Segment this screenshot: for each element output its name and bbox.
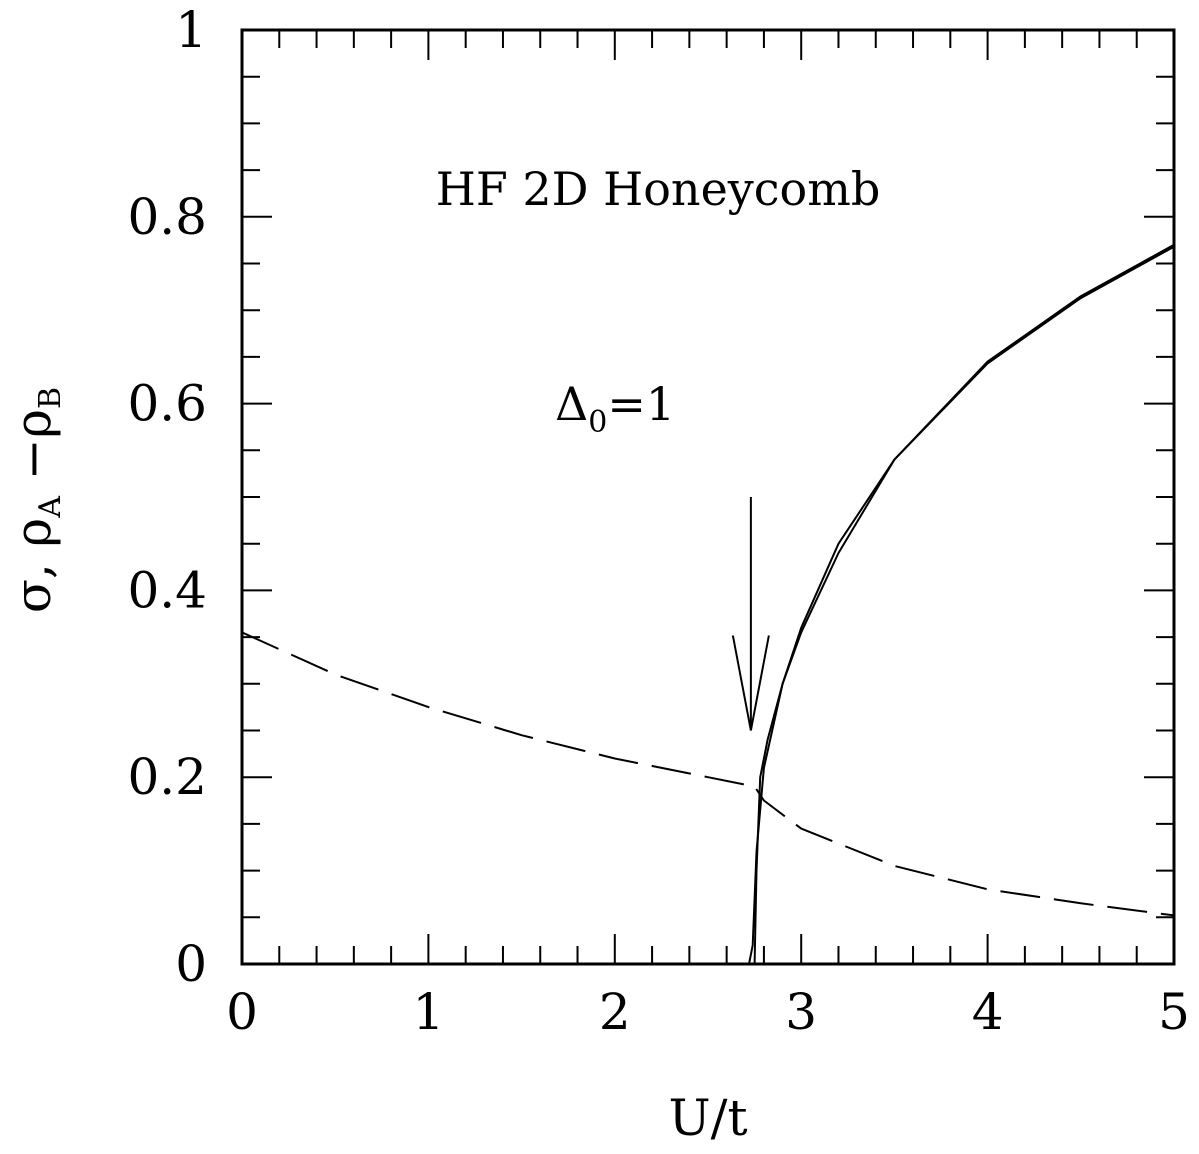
y-axis-title-sub-b: B (33, 387, 68, 409)
y-tick-label: 0.6 (127, 375, 207, 433)
y-tick-labels: 0 0.2 0.4 0.6 0.8 1 (127, 1, 207, 993)
x-tick-label: 5 (1158, 983, 1190, 1041)
x-tick-label: 2 (599, 983, 631, 1041)
y-axis-title: σ, ρA −ρB (4, 387, 68, 613)
y-tick-label: 0.4 (127, 561, 207, 619)
y-tick-label: 1 (175, 1, 207, 59)
x-tick-label: 3 (785, 983, 817, 1041)
param-sub: 0 (588, 405, 607, 440)
x-tick-label: 0 (226, 983, 258, 1041)
arrow-marker (731, 497, 770, 731)
series-group (241, 243, 1175, 965)
x-axis-title: U/t (668, 1089, 747, 1147)
x-tick-labels: 0 1 2 3 4 5 (226, 983, 1190, 1041)
solid-series-line-1 (748, 243, 1175, 965)
dashed-series-line (241, 631, 1175, 917)
model-annotation: HF 2D Honeycomb (436, 162, 881, 216)
x-tick-label: 1 (412, 983, 444, 1041)
param-rest: =1 (607, 377, 675, 431)
solid-series-line-2 (753, 245, 1175, 965)
y-tick-label: 0.2 (127, 748, 207, 806)
tick-marks (241, 29, 1175, 965)
x-tick-label: 4 (972, 983, 1004, 1041)
arrow-head (731, 635, 770, 731)
y-tick-label: 0 (175, 935, 207, 993)
y-tick-label: 0.8 (127, 188, 207, 246)
param-symbol: Δ (555, 377, 588, 431)
y-axis-title-mid: −ρ (4, 409, 62, 496)
y-axis-title-main: σ, ρ (4, 518, 62, 613)
param-annotation: Δ0=1 (555, 377, 675, 440)
y-axis-title-sub-a: A (33, 496, 68, 519)
